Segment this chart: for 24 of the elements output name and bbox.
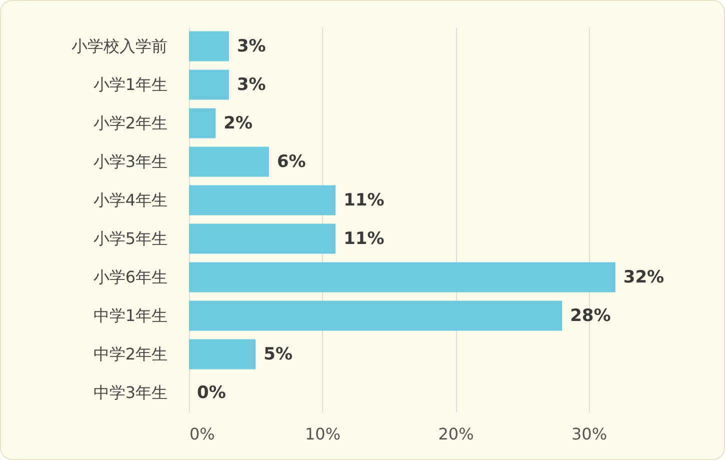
data-label: 5% xyxy=(264,344,292,364)
data-label: 32% xyxy=(623,267,664,288)
y-tick-label: 小学2年生 xyxy=(93,113,168,132)
data-label: 11% xyxy=(344,190,384,210)
y-tick-label: 小学1年生 xyxy=(93,74,168,94)
data-label: 11% xyxy=(344,228,384,249)
y-tick-label: 小学6年生 xyxy=(93,267,168,286)
x-tick-label: 30% xyxy=(571,424,608,444)
y-tick-label: 中学2年生 xyxy=(93,344,168,364)
y-tick-label: 小学校入学前 xyxy=(72,36,168,56)
data-label: 2% xyxy=(224,113,253,134)
x-tick-label: 0% xyxy=(190,424,215,444)
y-tick-label: 中学3年生 xyxy=(93,382,168,402)
y-tick-label: 中学1年生 xyxy=(93,306,168,325)
data-label: 3% xyxy=(236,36,266,56)
y-tick-label: 小学3年生 xyxy=(93,152,168,171)
data-label: 28% xyxy=(570,306,611,326)
x-tick-label: 20% xyxy=(438,424,474,444)
data-label: 3% xyxy=(236,74,266,95)
data-label: 0% xyxy=(197,382,226,403)
data-label: 6% xyxy=(276,152,306,172)
y-tick-label: 小学5年生 xyxy=(93,228,168,248)
y-tick-label: 小学4年生 xyxy=(93,190,168,210)
x-tick-label: 10% xyxy=(304,424,341,444)
